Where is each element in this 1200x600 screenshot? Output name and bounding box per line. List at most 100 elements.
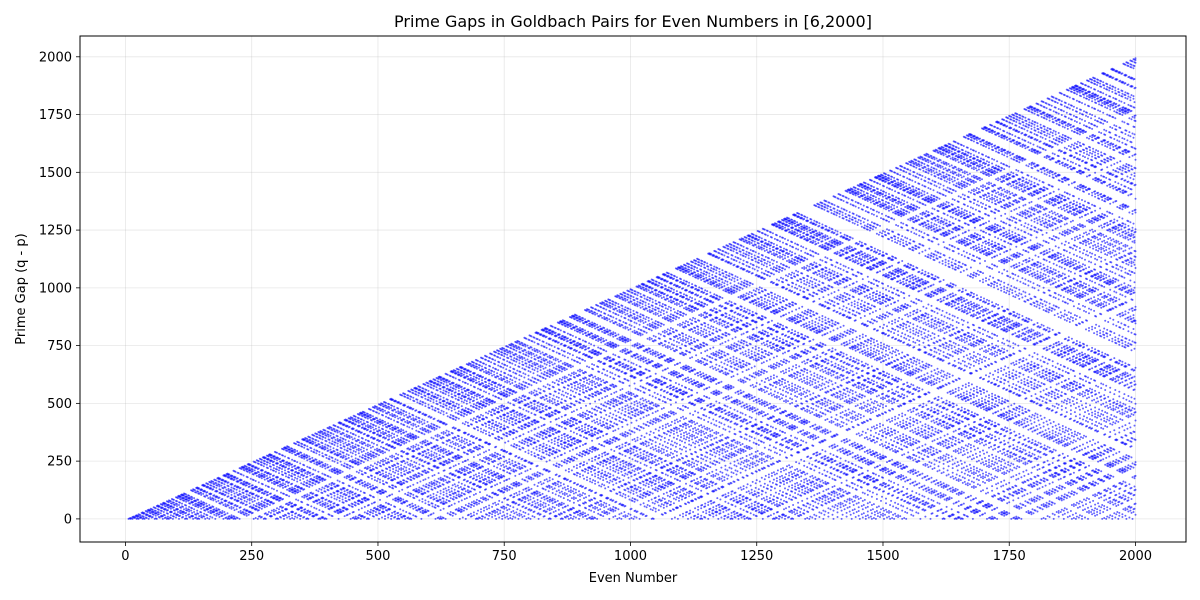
data-point [394, 513, 397, 516]
data-point [442, 406, 445, 409]
data-point [276, 489, 278, 492]
data-point [316, 450, 319, 452]
data-point [349, 451, 352, 454]
data-point [357, 417, 360, 420]
data-point [434, 407, 437, 409]
data-point [387, 422, 390, 425]
data-point [486, 402, 488, 405]
data-point [403, 479, 406, 482]
data-point [448, 500, 451, 503]
data-point [463, 451, 466, 454]
data-point [397, 462, 400, 465]
data-point [397, 431, 400, 434]
data-point [329, 465, 332, 468]
data-point [231, 516, 234, 519]
data-point [482, 496, 484, 499]
data-point [320, 488, 323, 491]
data-point [415, 390, 418, 393]
data-point [379, 478, 381, 481]
data-point [477, 429, 479, 432]
data-point [427, 471, 430, 474]
data-point [288, 446, 291, 449]
data-point [437, 477, 440, 480]
data-point [260, 461, 263, 464]
data-point [360, 418, 363, 421]
data-point [448, 461, 451, 464]
data-point [412, 444, 415, 447]
data-point [330, 484, 333, 487]
data-point [363, 516, 366, 518]
data-point [463, 465, 466, 468]
data-point [472, 505, 475, 507]
data-point [406, 419, 409, 422]
data-point [279, 485, 281, 488]
data-point [395, 411, 398, 414]
data-point [412, 433, 415, 436]
data-point [299, 476, 302, 479]
data-point [227, 485, 230, 488]
data-point [376, 486, 378, 489]
data-point [405, 441, 408, 444]
data-point [490, 372, 493, 375]
data-point [480, 508, 482, 511]
data-point [256, 517, 259, 520]
data-point [376, 444, 378, 446]
data-point [296, 461, 299, 464]
data-point [321, 452, 324, 455]
data-point [366, 465, 369, 468]
data-point [442, 389, 445, 392]
data-point [443, 469, 446, 472]
data-point [364, 425, 367, 427]
data-point [154, 507, 157, 510]
data-point [439, 485, 442, 488]
data-point [364, 458, 367, 461]
data-point [314, 441, 317, 444]
data-point [324, 490, 327, 493]
data-point [424, 402, 427, 405]
data-point [491, 374, 494, 377]
data-point [163, 514, 166, 517]
data-point [454, 395, 457, 397]
data-point [360, 507, 363, 510]
data-point [372, 468, 375, 471]
data-point [495, 407, 498, 409]
data-point [411, 427, 414, 430]
data-point [483, 506, 485, 509]
data-point [439, 412, 442, 415]
data-point [221, 501, 224, 504]
data-point [361, 501, 364, 504]
data-point [322, 511, 325, 513]
data-point [282, 486, 284, 489]
data-point [488, 403, 491, 406]
data-point [333, 497, 336, 500]
data-point [498, 350, 501, 353]
data-point [480, 480, 482, 483]
data-point [312, 473, 315, 476]
data-point [472, 375, 475, 378]
data-point [406, 500, 409, 503]
data-point [389, 469, 392, 472]
data-point [345, 433, 348, 436]
data-point [408, 440, 411, 443]
data-point [359, 490, 362, 493]
data-point [228, 490, 231, 493]
data-point [406, 505, 409, 507]
data-point [272, 478, 275, 481]
data-point [333, 428, 336, 431]
data-point [485, 456, 487, 458]
data-point [478, 463, 480, 466]
data-point [282, 454, 284, 457]
data-point [331, 487, 334, 490]
data-point [310, 450, 313, 452]
data-point [373, 420, 376, 423]
data-point [304, 469, 307, 472]
data-point [325, 456, 328, 459]
data-point [440, 431, 443, 434]
data-point [213, 511, 216, 513]
data-point [172, 501, 175, 504]
data-point [433, 479, 436, 482]
data-point [147, 517, 150, 520]
data-point [281, 470, 283, 473]
data-point [454, 411, 457, 414]
data-point [397, 457, 400, 460]
